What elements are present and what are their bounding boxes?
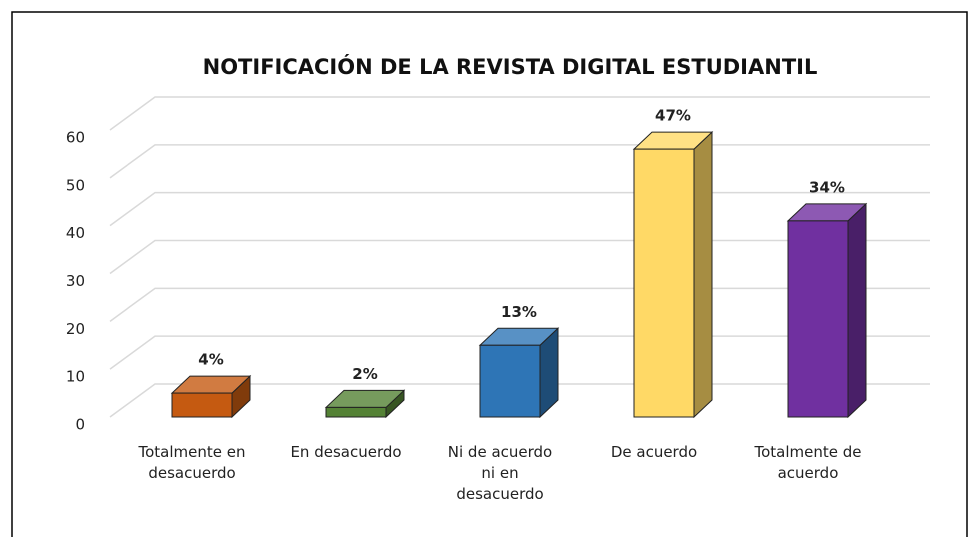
x-tick-label: Ni de acuerdo ni en desacuerdo <box>447 443 553 503</box>
bar-side <box>847 202 867 419</box>
grid-line <box>109 96 930 131</box>
x-tick-label: De acuerdo <box>610 443 698 461</box>
data-label: 2% <box>352 365 377 383</box>
bar <box>171 392 233 418</box>
x-tick-label: Totalmente en desacuerdo <box>138 443 246 482</box>
grid-line <box>109 144 930 179</box>
data-label: 47% <box>655 107 691 125</box>
y-tick-label: 0 <box>75 416 85 434</box>
bar <box>787 220 849 418</box>
bar <box>325 406 387 418</box>
data-label: 4% <box>198 351 223 369</box>
x-tick-label: En desacuerdo <box>290 443 402 461</box>
bar <box>633 148 695 418</box>
y-tick-label: 10 <box>66 368 85 386</box>
bar <box>479 344 541 418</box>
bar-side <box>693 130 713 419</box>
y-tick-label: 60 <box>66 129 85 147</box>
frame <box>11 11 968 537</box>
data-label: 13% <box>501 303 537 321</box>
y-tick-label: 20 <box>66 320 85 338</box>
y-tick-label: 30 <box>66 272 85 290</box>
x-tick-label: Totalmente de acuerdo <box>754 443 862 482</box>
y-tick-label: 40 <box>66 224 85 242</box>
chart-title: NOTIFICACIÓN DE LA REVISTA DIGITAL ESTUD… <box>203 54 818 79</box>
y-tick-label: 50 <box>66 176 85 194</box>
data-label: 34% <box>809 178 845 196</box>
